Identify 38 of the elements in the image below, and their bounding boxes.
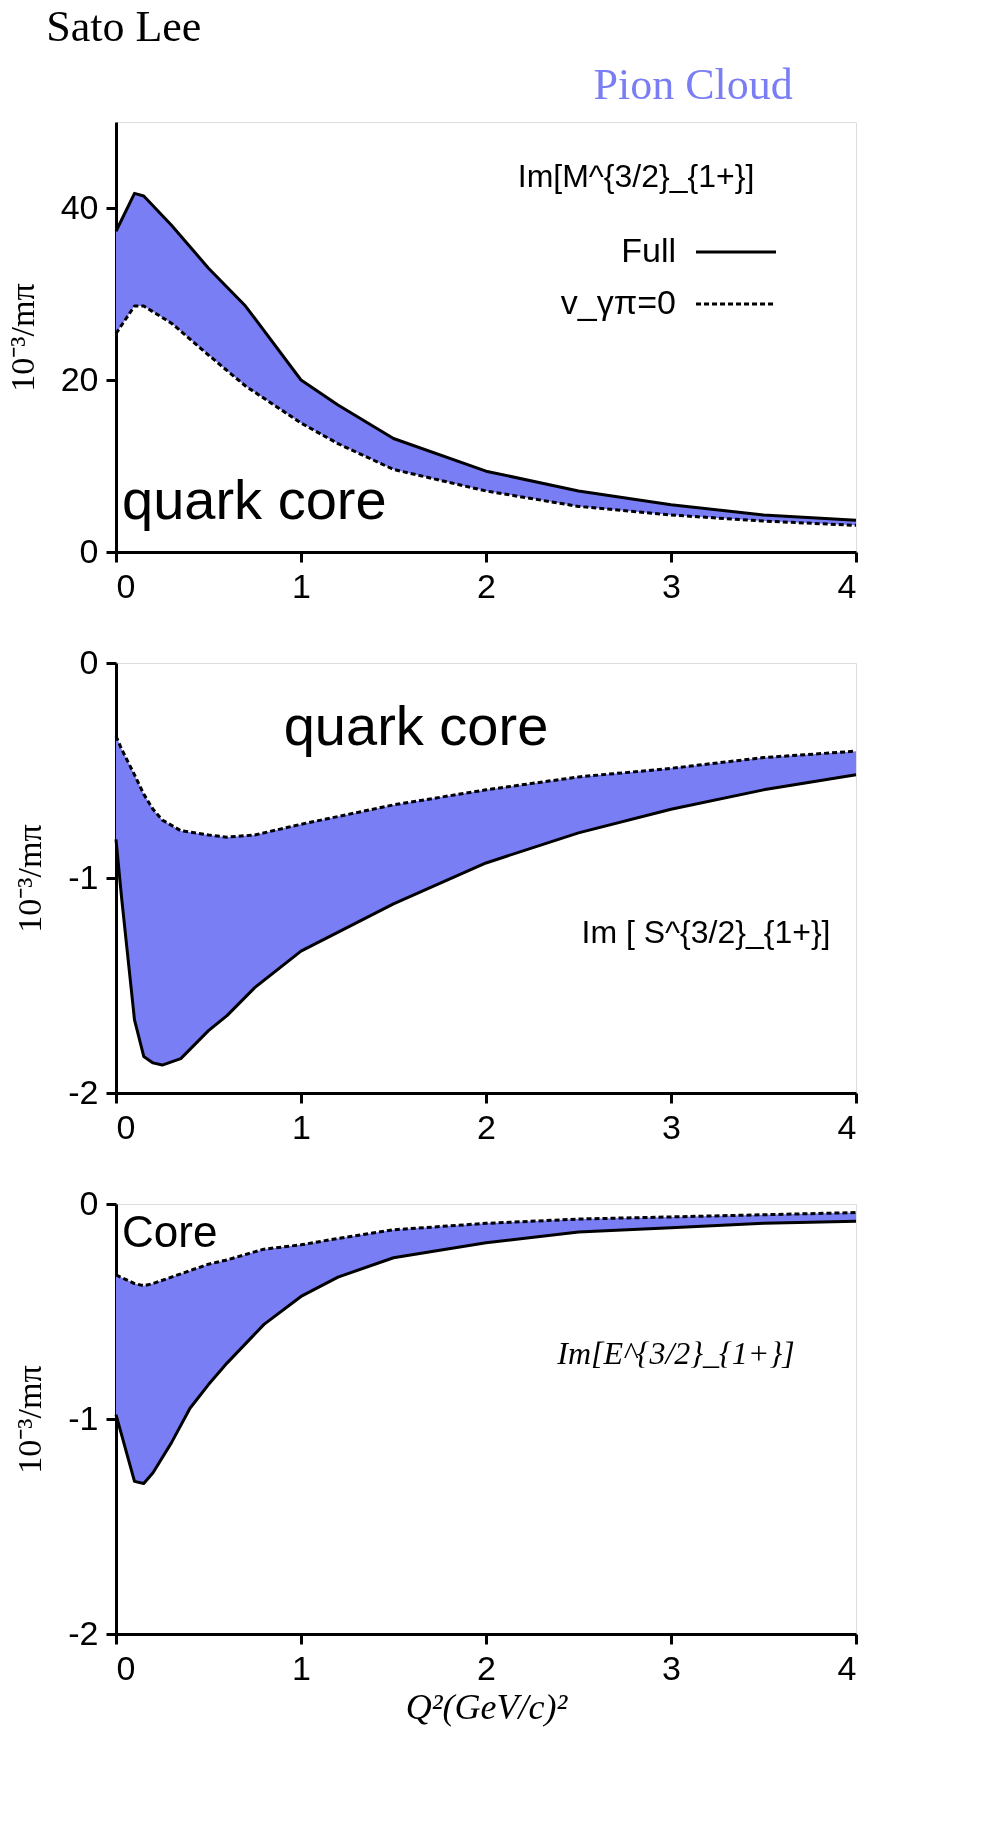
- annotation: Im[E^{3/2}_{1+}]: [556, 1335, 795, 1371]
- legend-label: v_γπ=0: [560, 283, 676, 321]
- y-tick-label: 20: [60, 359, 99, 398]
- legend-label: Pion Cloud: [593, 60, 793, 109]
- x-tick-label: 1: [292, 1107, 311, 1146]
- y-tick-label: -1: [68, 857, 99, 896]
- annotation: Core: [122, 1207, 218, 1256]
- x-tick-label: 3: [662, 1107, 681, 1146]
- annotation: Im[M^{3/2}_{1+}]: [517, 158, 755, 194]
- x-tick-label: 2: [477, 1648, 496, 1687]
- x-tick-label: 0: [116, 1107, 136, 1146]
- y-tick-label: 40: [60, 187, 99, 226]
- legend-label: Full: [621, 231, 676, 269]
- x-tick-label: 0: [116, 1648, 136, 1687]
- y-axis-title: 10⁻³/mπ: [3, 283, 41, 392]
- y-axis-title: 10⁻³/mπ: [11, 824, 49, 933]
- y-tick-label: 0: [79, 642, 99, 681]
- x-tick-label: 0: [116, 566, 136, 605]
- x-tick-label: 1: [292, 566, 311, 605]
- x-tick-label: 1: [292, 1648, 311, 1687]
- y-tick-label: 0: [79, 1183, 99, 1222]
- annotation: Im [ S^{3/2}_{1+}]: [581, 914, 831, 950]
- x-tick-label: 4: [837, 1648, 857, 1687]
- y-tick-label: -2: [68, 1072, 99, 1111]
- x-tick-label: 4: [837, 566, 857, 605]
- x-tick-label: 4: [837, 1107, 857, 1146]
- x-tick-label: 3: [662, 566, 681, 605]
- y-tick-label: -1: [68, 1398, 99, 1437]
- x-tick-label: 2: [477, 566, 496, 605]
- chart-title: Sato Lee: [46, 2, 202, 51]
- x-tick-label: 3: [662, 1648, 681, 1687]
- y-tick-label: -2: [68, 1613, 99, 1652]
- x-tick-label: 2: [477, 1107, 496, 1146]
- annotation: quark core: [122, 468, 387, 531]
- annotation: quark core: [283, 694, 549, 757]
- y-axis-title: 10⁻³/mπ: [11, 1365, 49, 1474]
- y-tick-label: 0: [79, 531, 99, 570]
- x-axis-title: Q²(GeV/c)²: [405, 1686, 569, 1727]
